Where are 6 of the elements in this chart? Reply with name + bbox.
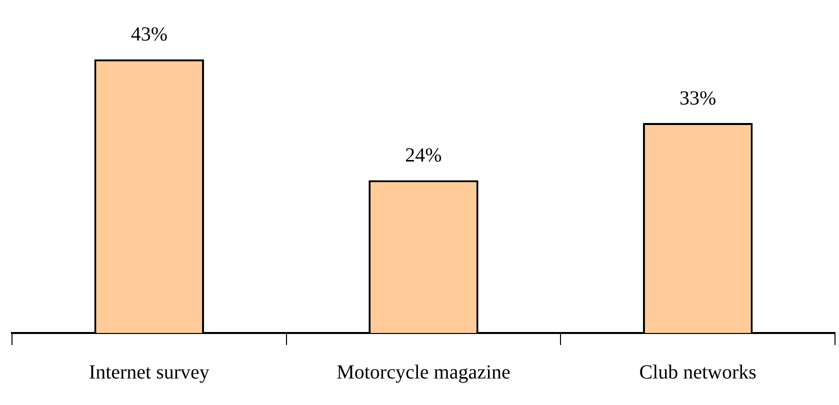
data-label: 33% bbox=[679, 87, 716, 110]
x-tick-label: Club networks bbox=[639, 361, 757, 384]
x-tick-label: Motorcycle magazine bbox=[336, 361, 511, 384]
data-label: 43% bbox=[130, 24, 168, 46]
data-label: 24% bbox=[405, 144, 442, 167]
x-tick-label: Internet survey bbox=[88, 361, 210, 384]
